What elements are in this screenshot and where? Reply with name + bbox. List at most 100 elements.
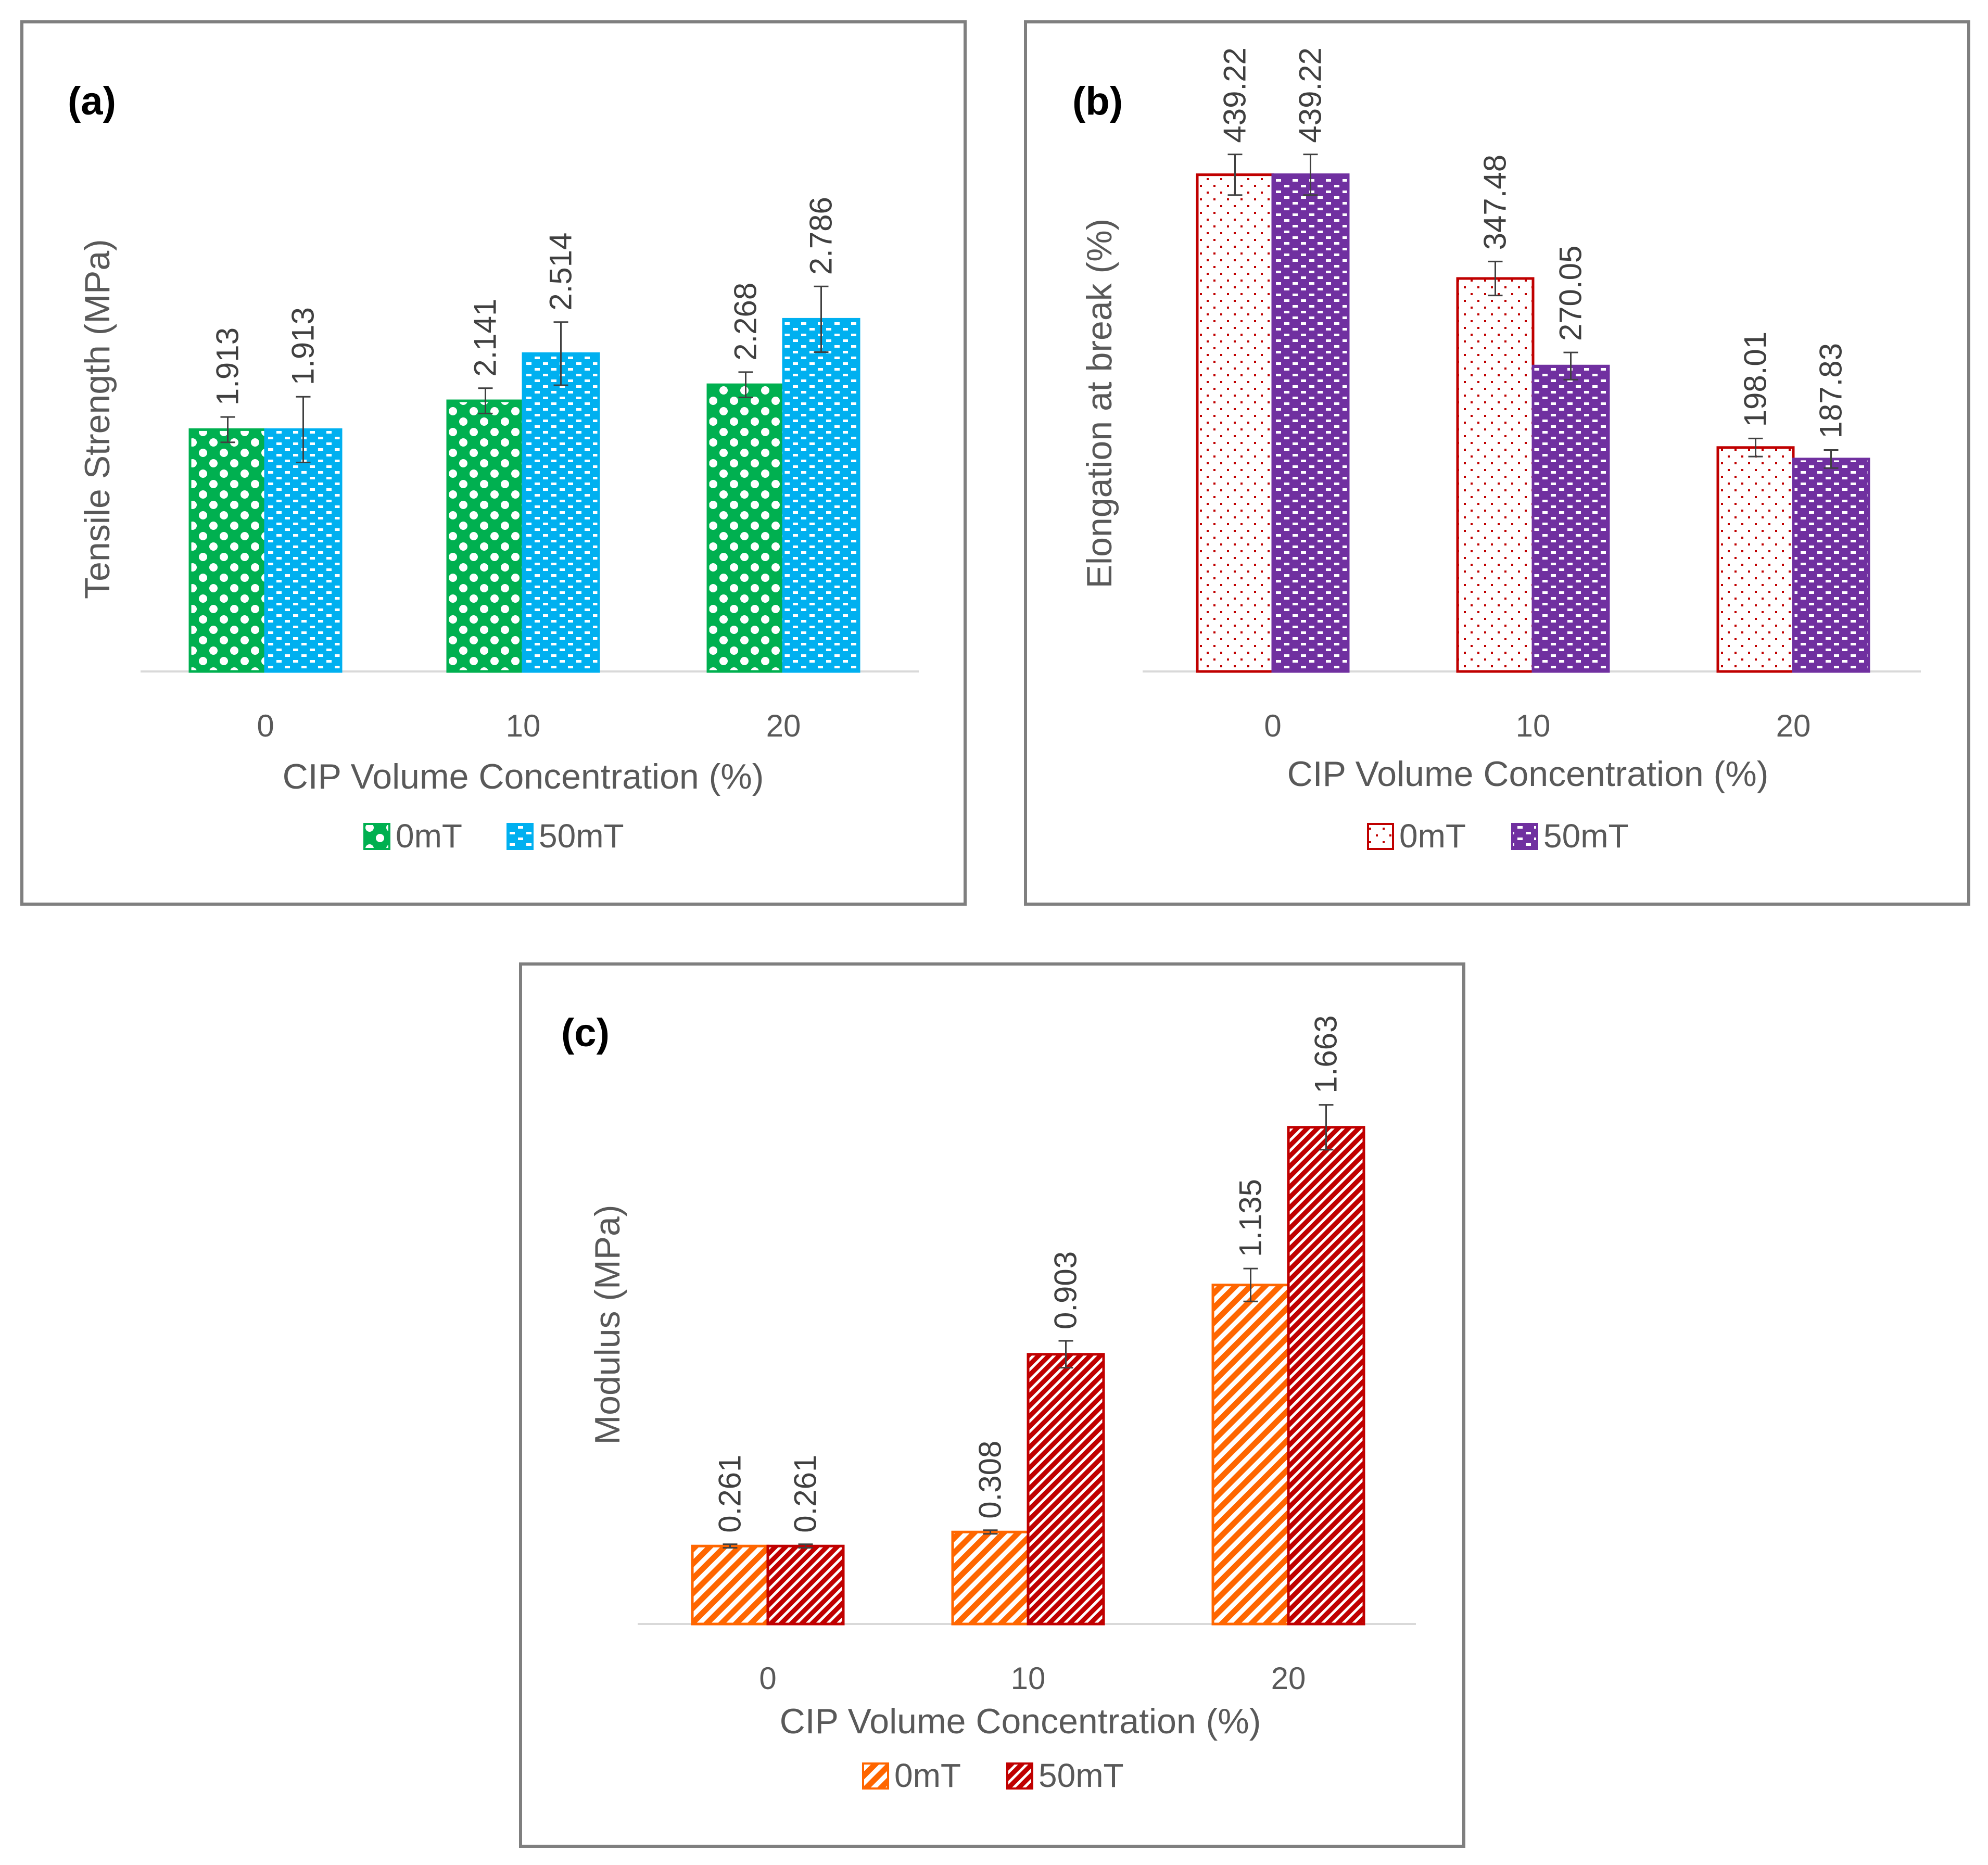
- panel-b-errorbars: [1227, 154, 1839, 469]
- panel-a-legend: 0mT 50mT: [363, 817, 624, 855]
- data-label: 347.48: [1478, 155, 1513, 250]
- error-bar: [798, 1543, 813, 1549]
- panel-a-bars: [188, 318, 860, 673]
- error-bar: [553, 321, 568, 386]
- x-tick-label: 20: [766, 708, 801, 743]
- legend-label-0mt: 0mT: [1399, 817, 1466, 855]
- panel-b-xlabel: CIP Volume Concentration (%): [1287, 754, 1769, 794]
- panel-b-ylabel: Elongation at break (%): [1080, 219, 1119, 589]
- error-bar: [983, 1529, 998, 1535]
- bar-50mt-0: [766, 1544, 845, 1626]
- panel-c-label: (c): [561, 1011, 610, 1055]
- legend-swatch-0mt: [363, 823, 390, 850]
- panel-a-x-ticks: 0 10 20: [257, 708, 801, 743]
- x-tick-label: 0: [257, 708, 274, 743]
- data-label: 0.903: [1048, 1251, 1083, 1329]
- bar-0mt-10: [1456, 277, 1535, 673]
- bar-50mt-10: [1027, 1353, 1105, 1626]
- x-tick-label: 10: [506, 708, 541, 743]
- error-bar: [1243, 1267, 1258, 1302]
- error-bar: [723, 1543, 738, 1549]
- panel-b-legend: 0mT 50mT: [1367, 817, 1629, 855]
- legend-swatch-0mt: [1367, 823, 1394, 850]
- data-label: 2.514: [543, 233, 578, 311]
- bar-0mt-20: [1211, 1284, 1290, 1626]
- bar-0mt-0: [188, 428, 267, 673]
- legend-label-50mt: 50mT: [1543, 817, 1629, 855]
- data-label: 1.913: [210, 327, 245, 405]
- x-tick-label: 10: [1516, 708, 1551, 743]
- legend-label-50mt: 50mT: [1039, 1757, 1124, 1794]
- data-label: 2.786: [804, 197, 839, 275]
- panel-a-xlabel: CIP Volume Concentration (%): [283, 757, 764, 796]
- bar-50mt-10: [522, 352, 600, 673]
- legend-swatch-50mt: [1511, 823, 1538, 850]
- legend-swatch-50mt: [1006, 1762, 1033, 1790]
- x-tick-label: 10: [1011, 1661, 1046, 1696]
- x-tick-label: 0: [1264, 708, 1281, 743]
- panel-a-errorbars: [220, 285, 829, 464]
- panel-c-errorbars: [723, 1104, 1334, 1549]
- error-bar: [1303, 154, 1318, 196]
- data-label: 198.01: [1738, 332, 1773, 427]
- error-bar: [296, 396, 311, 464]
- data-label: 0.261: [788, 1455, 823, 1533]
- panel-c-x-ticks: 0 10 20: [759, 1661, 1306, 1696]
- error-bar: [1319, 1104, 1334, 1151]
- panel-b: (b) Elongation at break (%) 439.22 347.48…: [1024, 20, 1970, 906]
- legend-label-0mt: 0mT: [894, 1757, 961, 1794]
- data-label: 0.308: [973, 1441, 1008, 1519]
- x-tick-label: 20: [1271, 1661, 1306, 1696]
- panel-c-ylabel: Modulus (MPa): [588, 1204, 627, 1444]
- data-label: 439.22: [1218, 47, 1252, 143]
- bar-50mt-0: [1271, 173, 1350, 673]
- error-bar: [1563, 351, 1578, 380]
- data-label: 2.268: [728, 283, 763, 361]
- data-label: 1.913: [286, 307, 321, 385]
- bar-50mt-20: [1792, 458, 1870, 673]
- legend-label-50mt: 50mT: [539, 817, 624, 855]
- bar-0mt-20: [1716, 446, 1795, 673]
- data-label: 270.05: [1553, 246, 1588, 341]
- x-tick-label: 0: [759, 1661, 776, 1696]
- bar-0mt-10: [951, 1530, 1030, 1626]
- bar-0mt-10: [446, 399, 525, 673]
- data-label: 1.663: [1309, 1015, 1344, 1093]
- panel-b-bars: [1196, 173, 1870, 673]
- panel-b-x-ticks: 0 10 20: [1264, 708, 1810, 743]
- error-bar: [1824, 449, 1839, 469]
- panel-c-data-labels: 0.261 0.308 1.135 0.261 0.903 1.663: [713, 1015, 1344, 1532]
- legend-swatch-50mt: [507, 823, 534, 850]
- panel-a-ylabel: Tensile Strength (MPa): [78, 239, 117, 599]
- error-bar: [1748, 437, 1763, 458]
- data-label: 187.83: [1814, 343, 1848, 439]
- error-bar: [1488, 260, 1503, 297]
- error-bar: [814, 285, 829, 353]
- error-bar: [1227, 154, 1243, 196]
- bar-0mt-0: [691, 1544, 769, 1626]
- panel-b-data-labels: 439.22 347.48 198.01 439.22 270.05 187.83: [1218, 47, 1848, 438]
- panel-c: (c) Modulus (MPa) 0.261 0.3081.1350.2610.…: [519, 962, 1465, 1848]
- panel-a-label: (a): [68, 79, 116, 123]
- bar-0mt-20: [706, 383, 785, 673]
- legend-label-0mt: 0mT: [396, 817, 462, 855]
- data-label: 439.22: [1293, 47, 1328, 143]
- panel-c-xlabel: CIP Volume Concentration (%): [780, 1702, 1261, 1741]
- bar-50mt-20: [782, 318, 860, 673]
- legend-swatch-0mt: [862, 1762, 889, 1790]
- panel-a-data-labels: 1.913 2.141 2.268 1.913 2.514 2.786: [210, 197, 839, 405]
- data-label: 0.261: [713, 1455, 748, 1533]
- x-tick-label: 20: [1776, 708, 1811, 743]
- error-bar: [1058, 1340, 1073, 1369]
- bar-50mt-0: [264, 428, 343, 673]
- panel-b-label: (b): [1072, 79, 1123, 123]
- error-bar: [478, 387, 493, 414]
- data-label: 2.141: [468, 299, 503, 377]
- bar-0mt-0: [1196, 173, 1274, 673]
- error-bar: [738, 371, 753, 398]
- data-label: 1.135: [1233, 1179, 1268, 1257]
- bar-50mt-10: [1531, 364, 1610, 673]
- panel-c-legend: 0mT 50mT: [862, 1757, 1124, 1794]
- panel-c-bars: [691, 1126, 1365, 1626]
